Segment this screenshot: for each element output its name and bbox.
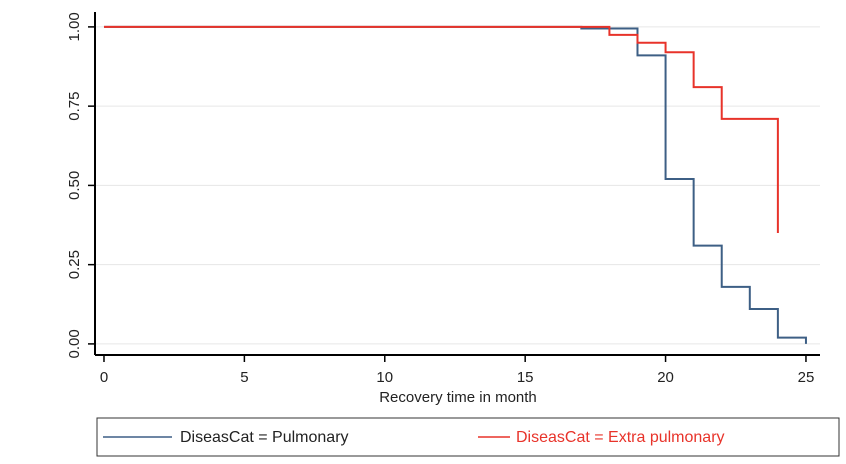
survival-line <box>103 25 807 344</box>
x-tick-label: 5 <box>240 369 248 386</box>
x-tick-label: 15 <box>517 369 534 386</box>
legend-box <box>96 417 840 457</box>
x-tick-label: 0 <box>100 369 108 386</box>
x-tick-label: 10 <box>376 369 393 386</box>
legend-label: DiseasCat = Extra pulmonary <box>516 429 725 446</box>
legend-label: DiseasCat = Pulmonary <box>180 429 349 446</box>
x-tick-label: 25 <box>798 369 815 386</box>
y-tick-label: 1.00 <box>66 12 83 41</box>
y-tick-label: 0.50 <box>66 171 83 200</box>
x-axis-label: Recovery time in month <box>379 389 537 406</box>
x-tick-label: 20 <box>657 369 674 386</box>
y-tick-label: 0.25 <box>66 250 83 279</box>
y-tick-label: 0.75 <box>66 92 83 121</box>
survival-line <box>103 25 779 233</box>
y-tick-label: 0.00 <box>66 329 83 358</box>
